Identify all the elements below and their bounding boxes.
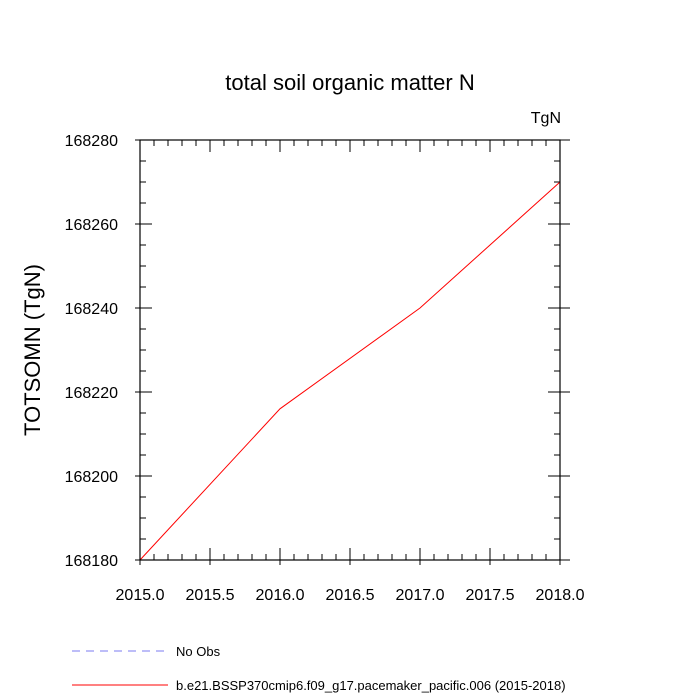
y-tick-label: 168180: [65, 553, 118, 570]
legend-label-model: b.e21.BSSP370cmip6.f09_g17.pacemaker_pac…: [176, 678, 566, 693]
legend: No Obs b.e21.BSSP370cmip6.f09_g17.pacema…: [72, 644, 566, 693]
y-tick-label: 168240: [65, 301, 118, 318]
legend-label-no-obs: No Obs: [176, 644, 221, 659]
x-tick-label: 2015.0: [116, 587, 165, 604]
series-layer: [139, 181, 561, 561]
x-tick-label: 2016.0: [256, 587, 305, 604]
x-tick-label: 2017.0: [396, 587, 445, 604]
x-tick-label: 2018.0: [536, 587, 585, 604]
tick-labels: 2015.0 2015.5 2016.0 2016.5 2017.0 2017.5 2018…: [65, 133, 585, 604]
y-tick-label: 168260: [65, 217, 118, 234]
chart-title: total soil organic matter N: [225, 70, 474, 95]
y-tick-label: 168220: [65, 385, 118, 402]
plot-frame: [139, 139, 561, 561]
y-tick-label: 168280: [65, 133, 118, 150]
x-tick-label: 2015.5: [186, 587, 235, 604]
x-tick-label: 2017.5: [466, 587, 515, 604]
series-line-1: [139, 181, 561, 561]
y-axis-title: TOTSOMN (TgN): [20, 264, 45, 436]
ticks-layer: [135, 139, 570, 565]
units-label: TgN: [531, 110, 561, 127]
y-tick-label: 168200: [65, 469, 118, 486]
x-tick-label: 2016.5: [326, 587, 375, 604]
